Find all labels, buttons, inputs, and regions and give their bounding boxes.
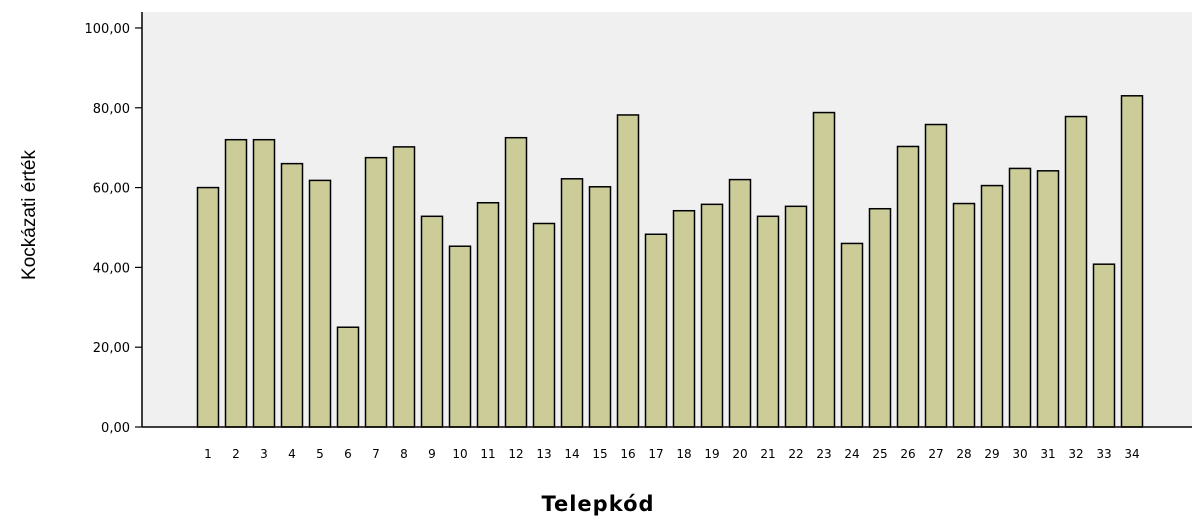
- x-ticks-group: 1 2 3 4 5 6 7 8 9 10 11 12 13 14 15 16 17 18 19 20 21 22 23 24 2…: [204, 447, 1139, 461]
- x-tick-label: 9: [428, 447, 436, 461]
- y-tick-label: 20,00: [93, 341, 130, 356]
- bar: [924, 123, 948, 428]
- bar: [420, 215, 444, 428]
- x-tick-label: 33: [1096, 447, 1111, 461]
- x-tick-label: 23: [816, 447, 831, 461]
- y-tick-label: 40,00: [93, 261, 130, 276]
- x-tick-label: 4: [288, 447, 296, 461]
- bar: [196, 186, 220, 428]
- bar: [896, 145, 920, 428]
- x-tick-label: 18: [676, 447, 691, 461]
- x-tick-label: 15: [592, 447, 607, 461]
- bar: [336, 326, 360, 428]
- bar: [532, 222, 556, 428]
- bar: [280, 162, 304, 428]
- bar: [392, 146, 416, 428]
- bar: [812, 111, 836, 428]
- bar: [1064, 115, 1088, 428]
- bar: [952, 202, 976, 428]
- bar: [700, 203, 724, 428]
- x-tick-label: 29: [984, 447, 999, 461]
- bar: [364, 156, 388, 428]
- bar: [616, 114, 640, 428]
- bar: [868, 207, 892, 428]
- x-tick-label: 12: [508, 447, 523, 461]
- x-tick-label: 20: [732, 447, 747, 461]
- x-tick-label: 21: [760, 447, 775, 461]
- x-tick-label: 28: [956, 447, 971, 461]
- bars-group: [196, 95, 1144, 428]
- x-tick-label: 3: [260, 447, 268, 461]
- x-tick-label: 17: [648, 447, 663, 461]
- bar: [1036, 170, 1060, 428]
- bar: [756, 215, 780, 428]
- y-axis-title: Kockázati érték: [19, 150, 40, 280]
- x-tick-label: 14: [564, 447, 579, 461]
- bar: [840, 242, 864, 428]
- x-tick-label: 30: [1012, 447, 1027, 461]
- x-tick-label: 16: [620, 447, 635, 461]
- x-tick-label: 26: [900, 447, 915, 461]
- x-tick-label: 24: [844, 447, 859, 461]
- bar: [644, 233, 668, 428]
- bar: [784, 205, 808, 428]
- x-axis-title: Telepkód: [541, 492, 655, 516]
- bar: [560, 178, 584, 428]
- x-tick-label: 7: [372, 447, 380, 461]
- bar: [252, 138, 276, 428]
- bar: [504, 136, 528, 428]
- bar: [588, 186, 612, 428]
- x-tick-label: 19: [704, 447, 719, 461]
- y-axis-title-wrap: Kockázati érték: [8, 0, 48, 430]
- x-tick-label: 13: [536, 447, 551, 461]
- y-tick-label: 60,00: [93, 182, 130, 197]
- bar: [476, 201, 500, 428]
- y-ticks-group: 0,00 20,00 40,00 60,00 80,00 100,00: [85, 22, 142, 436]
- bar: [980, 184, 1004, 428]
- bar: [672, 209, 696, 428]
- bar: [1008, 167, 1032, 428]
- x-tick-label: 1: [204, 447, 212, 461]
- x-tick-label: 27: [928, 447, 943, 461]
- bar: [1120, 95, 1144, 428]
- x-tick-label: 5: [316, 447, 324, 461]
- y-tick-label: 100,00: [85, 22, 131, 37]
- x-tick-label: 32: [1068, 447, 1083, 461]
- bar: [448, 245, 472, 428]
- x-tick-label: 34: [1124, 447, 1139, 461]
- bar: [1092, 263, 1116, 428]
- x-tick-label: 25: [872, 447, 887, 461]
- x-tick-label: 2: [232, 447, 240, 461]
- bar: [224, 138, 248, 428]
- x-tick-label: 22: [788, 447, 803, 461]
- y-tick-label: 80,00: [93, 102, 130, 117]
- x-tick-label: 6: [344, 447, 352, 461]
- x-tick-label: 11: [480, 447, 495, 461]
- x-tick-label: 8: [400, 447, 408, 461]
- x-tick-label: 31: [1040, 447, 1055, 461]
- bar: [728, 178, 752, 428]
- bar: [308, 179, 332, 428]
- y-tick-label: 0,00: [101, 421, 130, 436]
- x-tick-label: 10: [452, 447, 467, 461]
